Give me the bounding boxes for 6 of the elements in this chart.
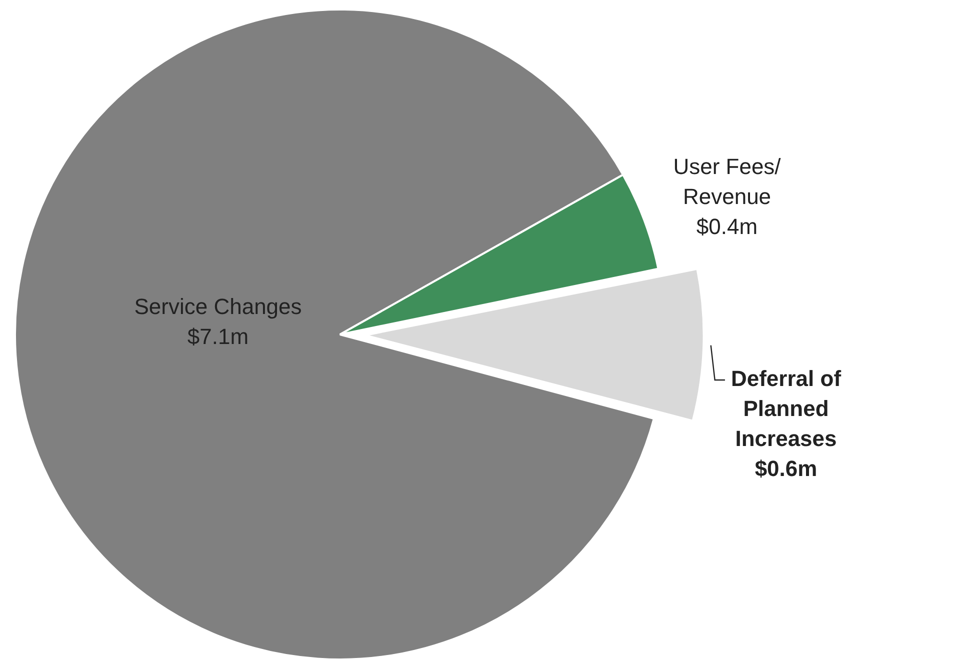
- data-label: $7.1m: [187, 324, 249, 350]
- data-label: $0.6m: [754, 456, 818, 482]
- slice-label: Service Changes: [134, 294, 302, 320]
- slice-label: User Fees/ Revenue: [673, 154, 782, 210]
- slice-label: Deferral of Planned Increases: [730, 366, 842, 452]
- data-label: $0.4m: [696, 214, 758, 240]
